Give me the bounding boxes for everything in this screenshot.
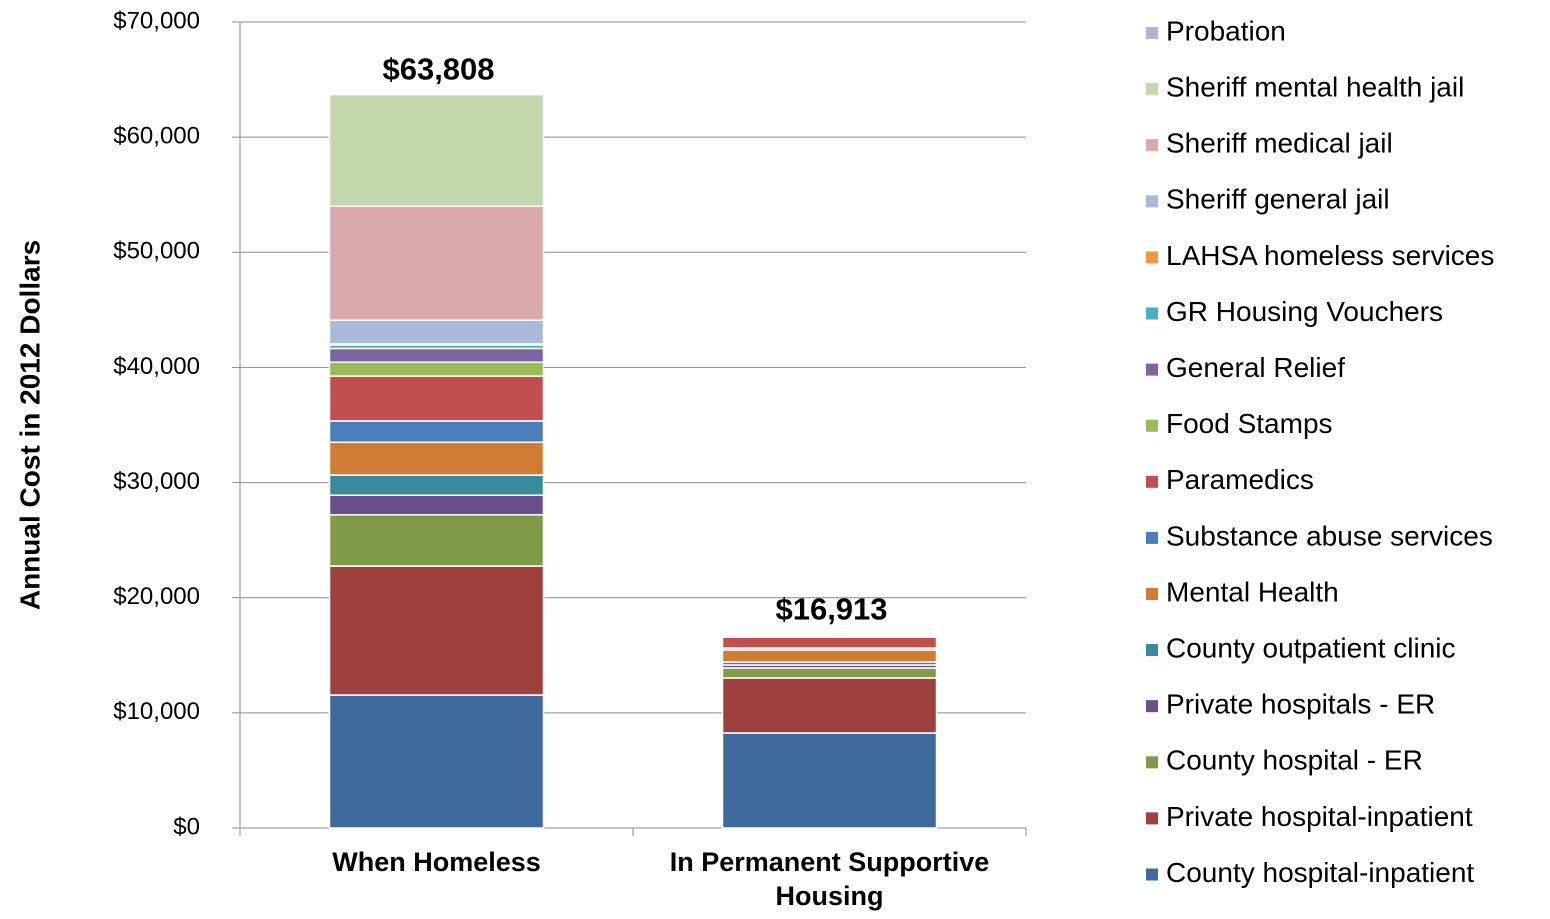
y-tick-label: $10,000 <box>113 698 200 725</box>
legend-label: Sheriff general jail <box>1166 184 1390 215</box>
legend-label: Paramedics <box>1166 464 1314 495</box>
y-tick-label: $70,000 <box>113 7 200 34</box>
bar-segment <box>328 494 545 516</box>
y-tick-label: $30,000 <box>113 468 200 495</box>
legend-label: Food Stamps <box>1166 408 1333 439</box>
bar-segment <box>721 667 938 679</box>
legend-label: County hospital - ER <box>1166 745 1423 776</box>
bar-segment <box>328 319 545 345</box>
bar-segment <box>328 361 545 377</box>
total-label: $63,808 <box>382 51 494 86</box>
legend-swatch <box>1146 419 1158 432</box>
legend-label: Private hospitals - ER <box>1166 689 1435 720</box>
y-tick-label: $50,000 <box>113 238 200 265</box>
bar-segment <box>328 420 545 444</box>
bar-segment <box>721 732 938 829</box>
legend-label: County hospital-inpatient <box>1166 857 1474 888</box>
bar-segment <box>328 441 545 476</box>
bar-segment <box>328 93 545 207</box>
y-tick-label: $20,000 <box>113 583 200 610</box>
x-tick-label: In Permanent Supportive Housing <box>669 847 990 911</box>
legend-swatch <box>1146 27 1158 39</box>
bar-segment <box>328 205 545 321</box>
legend-swatch <box>1146 195 1158 208</box>
legend-swatch <box>1146 812 1158 825</box>
bar-segment <box>328 375 545 422</box>
legend-label: County outpatient clinic <box>1166 632 1456 663</box>
bar-segment <box>721 636 938 649</box>
legend-swatch <box>1146 139 1158 152</box>
legend-label: LAHSA homeless services <box>1166 240 1494 271</box>
bar-segment <box>328 565 545 696</box>
legend-swatch <box>1146 531 1158 544</box>
legend-label: General Relief <box>1166 352 1345 383</box>
legend-label: Probation <box>1166 15 1286 46</box>
y-tick-label: $0 <box>173 813 200 840</box>
legend-swatch <box>1146 700 1158 713</box>
legend-label: Substance abuse services <box>1166 520 1493 551</box>
legend-swatch <box>1146 251 1158 264</box>
total-label: $16,913 <box>775 591 887 626</box>
legend-label: Mental Health <box>1166 576 1339 607</box>
legend-label: GR Housing Vouchers <box>1166 296 1443 327</box>
legend-label: Sheriff medical jail <box>1166 128 1393 159</box>
y-tick-label: $60,000 <box>113 122 200 149</box>
bar-segment <box>328 514 545 567</box>
legend-swatch <box>1146 83 1158 96</box>
legend-swatch <box>1146 756 1158 769</box>
bar-segment <box>328 694 545 829</box>
legend-swatch <box>1146 307 1158 320</box>
bar-segment <box>328 92 545 96</box>
bar-segment <box>328 347 545 363</box>
legend-swatch <box>1146 868 1158 881</box>
legend-label: Private hospital-inpatient <box>1166 801 1473 832</box>
legend-swatch <box>1146 475 1158 488</box>
bar-segment <box>721 649 938 663</box>
legend-swatch <box>1146 588 1158 600</box>
x-tick-label: When Homeless <box>332 847 541 877</box>
y-tick-label: $40,000 <box>113 353 200 380</box>
bar-segment <box>328 474 545 496</box>
bar-segment <box>721 677 938 734</box>
legend-label: Sheriff mental health jail <box>1166 71 1464 102</box>
legend-swatch <box>1146 363 1158 376</box>
legend-swatch <box>1146 644 1158 657</box>
y-axis-label: Annual Cost in 2012 Dollars <box>14 240 45 610</box>
